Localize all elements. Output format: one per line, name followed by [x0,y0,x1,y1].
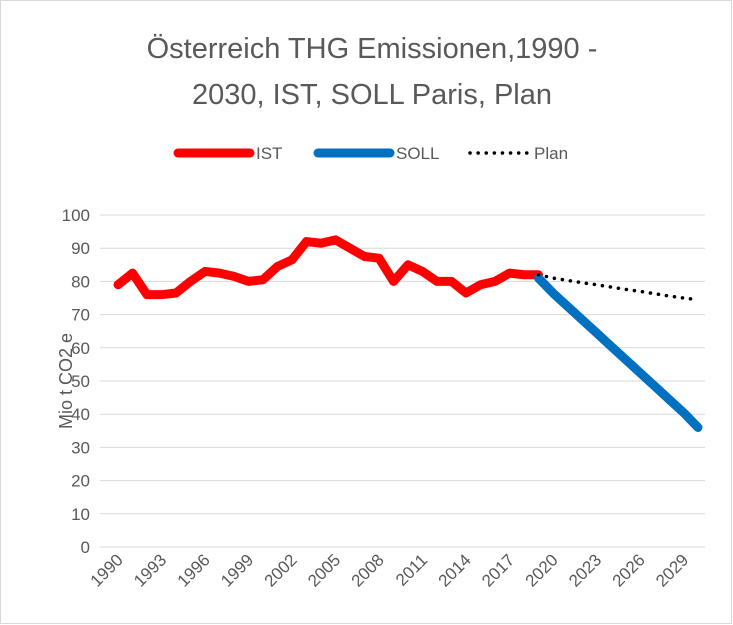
y-tick-label: 50 [71,372,90,391]
y-tick-label: 40 [71,405,90,424]
chart-title: 2030, IST, SOLL Paris, Plan [192,79,552,111]
y-axis-label: Mio t CO2 e [56,333,76,429]
y-tick-label: 10 [71,505,90,524]
y-tick-label: 0 [81,538,90,557]
legend-label: Plan [534,144,568,163]
chart-title: Österreich THG Emissionen,1990 - [147,33,598,65]
y-tick-label: 30 [71,438,90,457]
legend-label: SOLL [396,144,439,163]
series-line [536,273,700,302]
y-tick-label: 70 [71,306,90,325]
series-line [534,273,703,432]
y-tick-label: 100 [62,206,90,225]
y-tick-label: 20 [71,472,90,491]
series-line [113,235,543,300]
y-tick-label: 60 [71,339,90,358]
y-tick-label: 80 [71,272,90,291]
legend-label: IST [256,144,282,163]
y-tick-label: 90 [71,239,90,258]
